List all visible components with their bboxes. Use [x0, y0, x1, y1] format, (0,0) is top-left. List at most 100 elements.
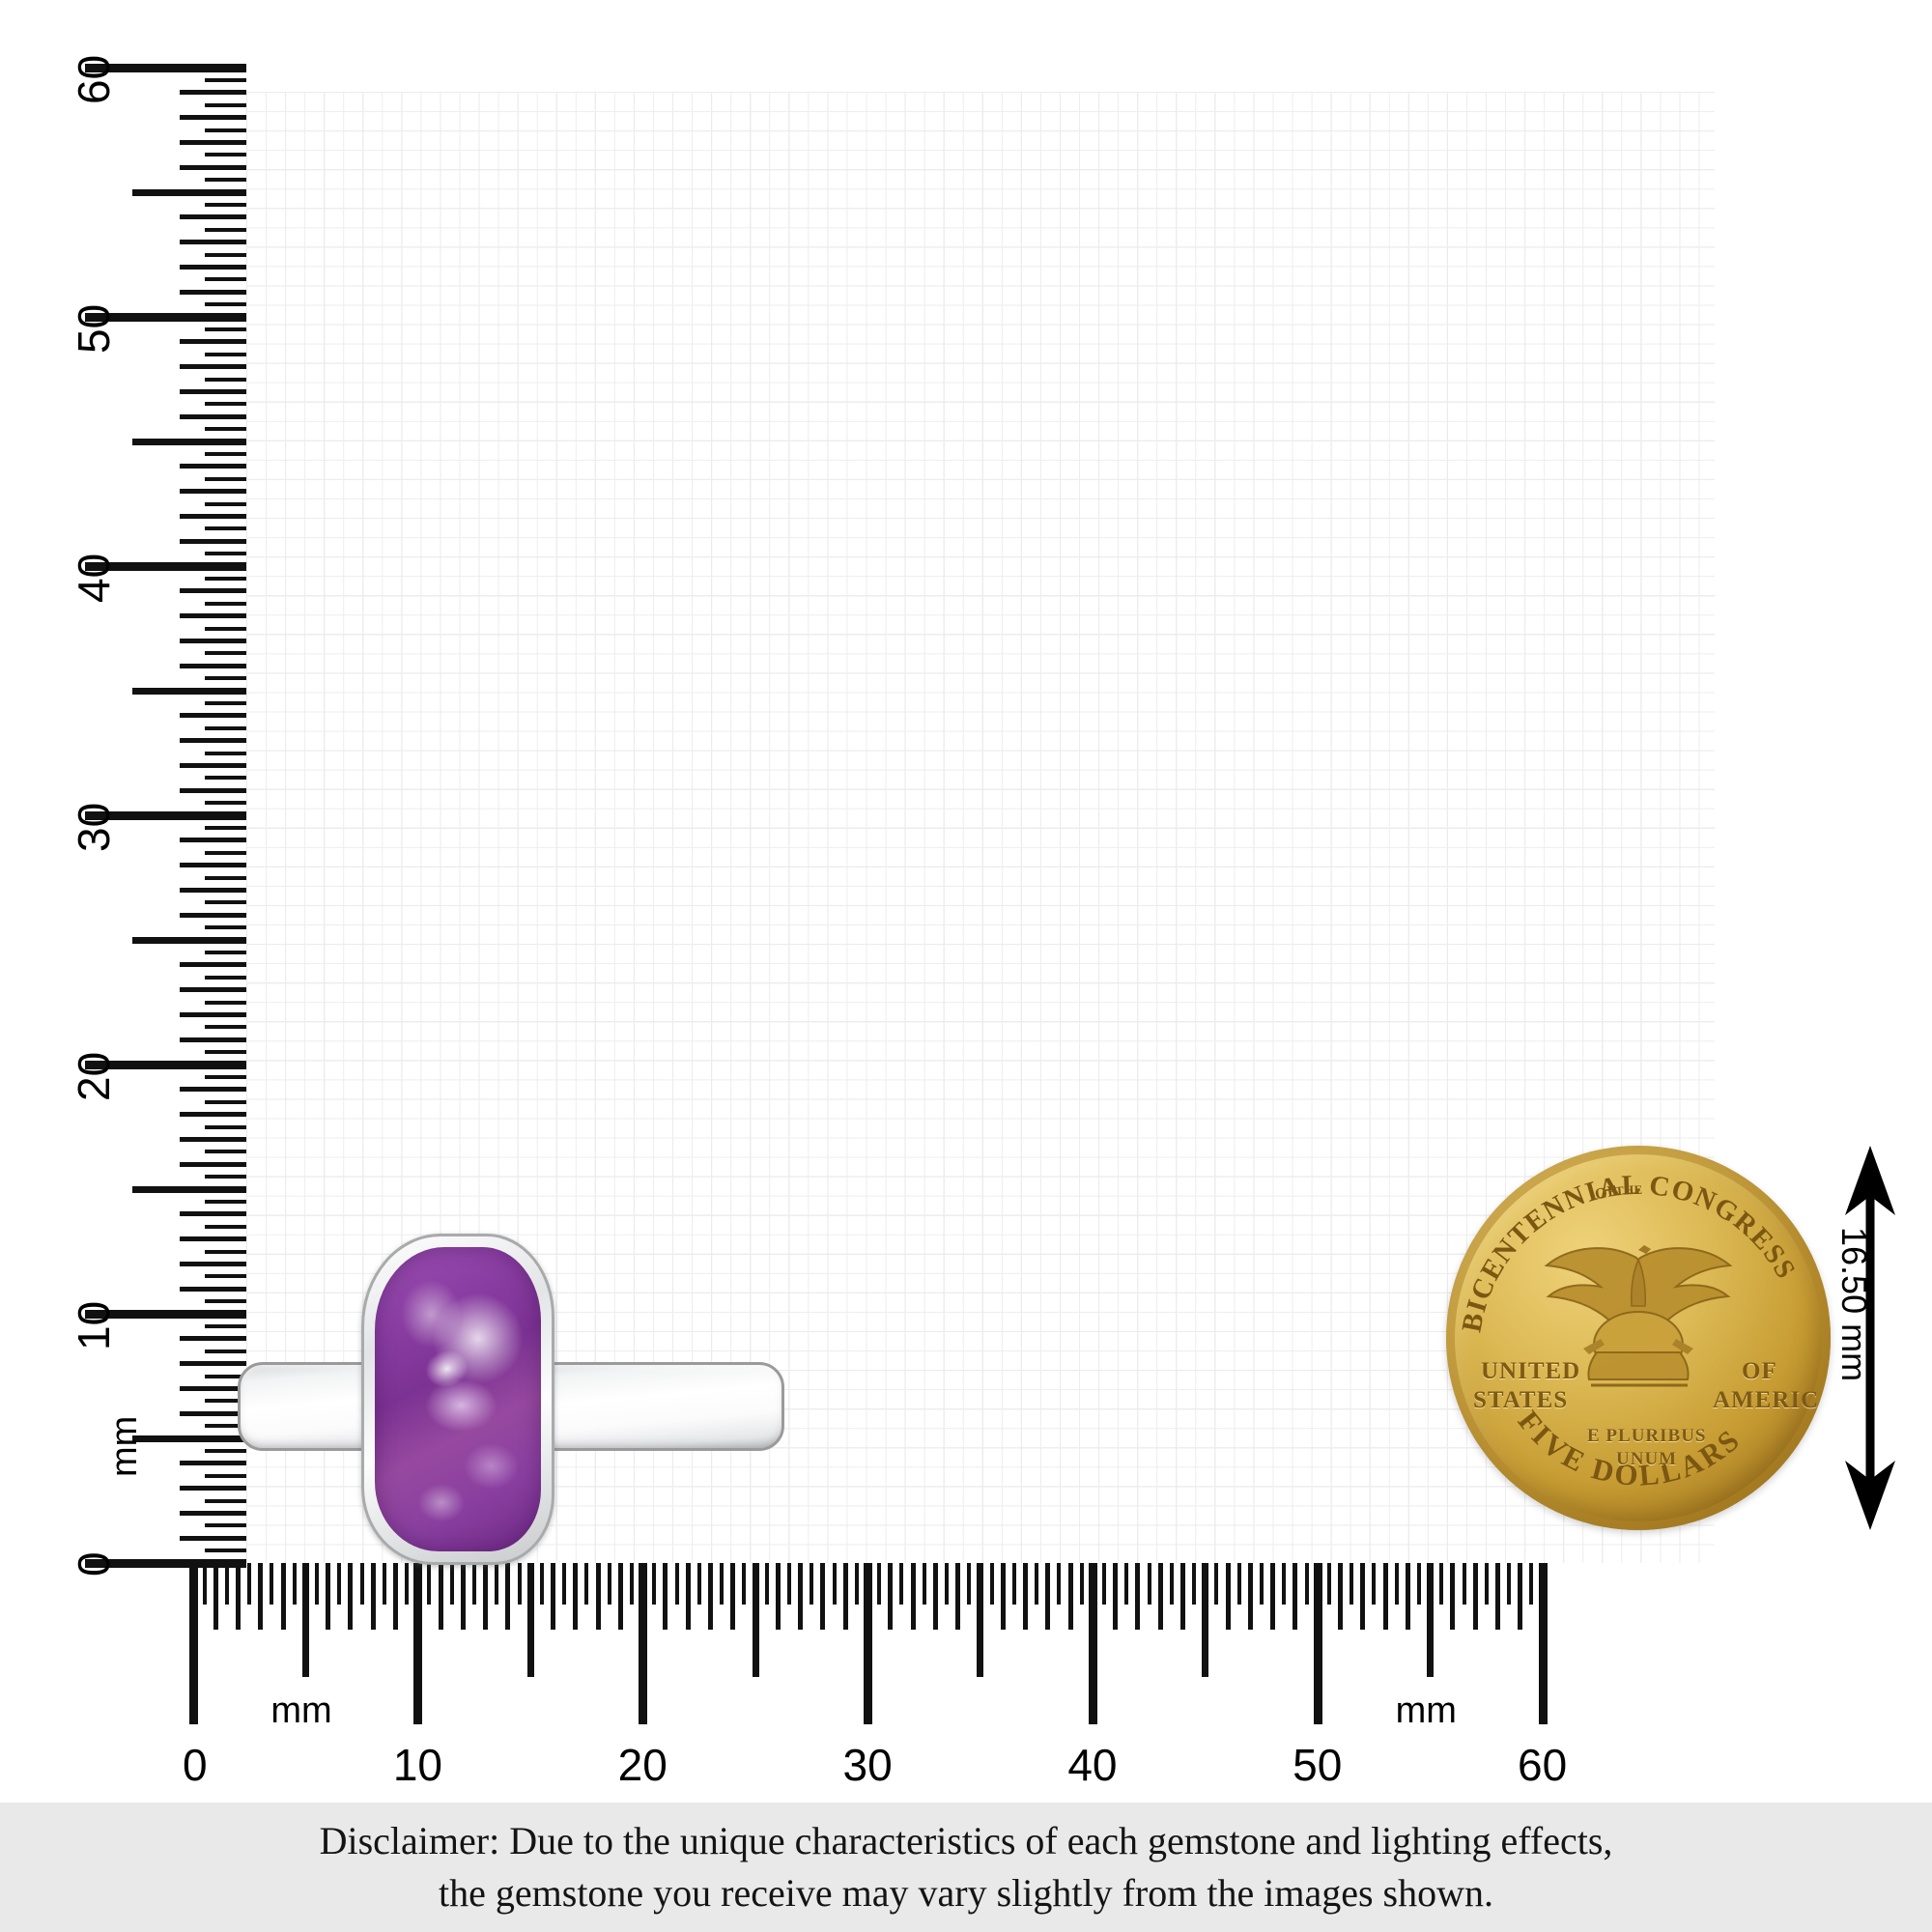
vruler-minor-tick	[180, 264, 246, 270]
vruler-minor-tick	[180, 1087, 246, 1093]
vruler-label-10: 10	[69, 1300, 119, 1350]
hruler-sub-tick	[202, 1563, 207, 1605]
vruler-sub-tick	[205, 900, 246, 905]
hruler-medium-tick	[1427, 1563, 1435, 1677]
vruler-minor-tick	[180, 339, 246, 345]
vruler-minor-tick	[180, 240, 246, 245]
hruler-major-tick	[1088, 1563, 1097, 1724]
hruler-label-60: 60	[1518, 1740, 1568, 1790]
vruler-sub-tick	[205, 1150, 246, 1154]
vruler-sub-tick	[205, 526, 246, 531]
hruler-minor-tick	[1450, 1563, 1456, 1630]
hruler-sub-tick	[1101, 1563, 1106, 1605]
vruler-minor-tick	[180, 1510, 246, 1516]
hruler-minor-tick	[685, 1563, 691, 1630]
vruler-sub-tick	[205, 1299, 246, 1304]
hruler-major-tick	[1538, 1563, 1548, 1724]
vruler-sub-tick	[205, 601, 246, 606]
hruler-sub-tick	[1372, 1563, 1377, 1605]
hruler-sub-tick	[989, 1563, 994, 1605]
hruler-sub-tick	[1147, 1563, 1151, 1605]
vruler-minor-tick	[180, 538, 246, 544]
vruler-minor-tick	[180, 613, 246, 619]
vruler-sub-tick	[205, 700, 246, 705]
hruler-sub-tick	[1035, 1563, 1039, 1605]
hruler-minor-tick	[1113, 1563, 1119, 1630]
vruler-sub-tick	[205, 202, 246, 207]
vruler-minor-tick	[180, 762, 246, 768]
coin-the-text: THE	[1614, 1182, 1642, 1199]
coin-eagle-icon	[1544, 1245, 1733, 1387]
vruler-minor-tick	[180, 1136, 246, 1142]
hruler-sub-tick	[292, 1563, 297, 1605]
hruler-minor-tick	[595, 1563, 601, 1630]
hruler-minor-tick	[326, 1563, 331, 1630]
hruler-sub-tick	[382, 1563, 386, 1605]
vruler-major-tick	[85, 561, 246, 571]
vruler-sub-tick	[205, 1099, 246, 1104]
disclaimer-line-1: Disclaimer: Due to the unique characteri…	[319, 1819, 1613, 1863]
hruler-sub-tick	[315, 1563, 320, 1605]
vruler-sub-tick	[205, 1000, 246, 1005]
hruler-sub-tick	[1484, 1563, 1489, 1605]
vruler-minor-tick	[180, 289, 246, 295]
vruler-medium-tick	[132, 936, 246, 944]
hruler-minor-tick	[820, 1563, 826, 1630]
hruler-minor-tick	[258, 1563, 264, 1630]
disclaimer-banner: Disclaimer: Due to the unique characteri…	[0, 1803, 1932, 1932]
hruler-minor-tick	[573, 1563, 579, 1630]
vruler-minor-tick	[180, 1286, 246, 1292]
hruler-sub-tick	[584, 1563, 589, 1605]
vruler-sub-tick	[205, 1473, 246, 1478]
hruler-sub-tick	[652, 1563, 657, 1605]
hruler-sub-tick	[1214, 1563, 1219, 1605]
hruler-minor-tick	[1225, 1563, 1231, 1630]
hruler-minor-tick	[236, 1563, 242, 1630]
hruler-minor-tick	[438, 1563, 443, 1630]
vruler-minor-tick	[180, 139, 246, 145]
hruler-minor-tick	[1494, 1563, 1500, 1630]
hruler-minor-tick	[798, 1563, 804, 1630]
vruler-minor-tick	[180, 1011, 246, 1017]
vruler-minor-tick	[180, 413, 246, 419]
vruler-minor-tick	[180, 115, 246, 121]
hruler-minor-tick	[842, 1563, 848, 1630]
vruler-label-50: 50	[69, 303, 119, 354]
hruler-major-tick	[1313, 1563, 1322, 1724]
hruler-minor-tick	[932, 1563, 938, 1630]
hruler-sub-tick	[1282, 1563, 1287, 1605]
hruler-sub-tick	[1462, 1563, 1466, 1605]
hruler-minor-tick	[1067, 1563, 1073, 1630]
vruler-minor-tick	[180, 1461, 246, 1466]
hruler-sub-tick	[247, 1563, 252, 1605]
hruler-sub-tick	[1394, 1563, 1399, 1605]
vruler-minor-tick	[180, 1211, 246, 1217]
hruler-label-20: 20	[617, 1740, 668, 1790]
vruler-sub-tick	[205, 302, 246, 307]
hruler-major-tick	[413, 1563, 423, 1724]
vruler-sub-tick	[205, 1399, 246, 1404]
vruler-medium-tick	[132, 188, 246, 196]
hruler-unit-label-0: mm	[270, 1690, 332, 1731]
vruler-minor-tick	[180, 214, 246, 220]
hruler-sub-tick	[1507, 1563, 1512, 1605]
vruler-sub-tick	[205, 1274, 246, 1279]
vruler-minor-tick	[180, 738, 246, 744]
hruler-sub-tick	[562, 1563, 567, 1605]
hruler-sub-tick	[1416, 1563, 1421, 1605]
hruler-sub-tick	[1326, 1563, 1331, 1605]
amethyst-ring[interactable]	[238, 1234, 784, 1565]
horizontal-ruler: 0 10 20 30 40 50 60 mm mm	[0, 1555, 1932, 1806]
hruler-sub-tick	[967, 1563, 972, 1605]
hruler-major-tick	[188, 1563, 198, 1724]
hruler-minor-tick	[551, 1563, 556, 1630]
hruler-minor-tick	[730, 1563, 736, 1630]
coin-diameter-label: 16.50 mm	[1834, 1227, 1874, 1382]
vruler-sub-tick	[205, 77, 246, 82]
vruler-sub-tick	[205, 950, 246, 954]
vruler-sub-tick	[205, 153, 246, 157]
hruler-sub-tick	[607, 1563, 611, 1605]
coin-of-line-text: OF	[1742, 1358, 1777, 1384]
hruler-label-50: 50	[1293, 1740, 1343, 1790]
